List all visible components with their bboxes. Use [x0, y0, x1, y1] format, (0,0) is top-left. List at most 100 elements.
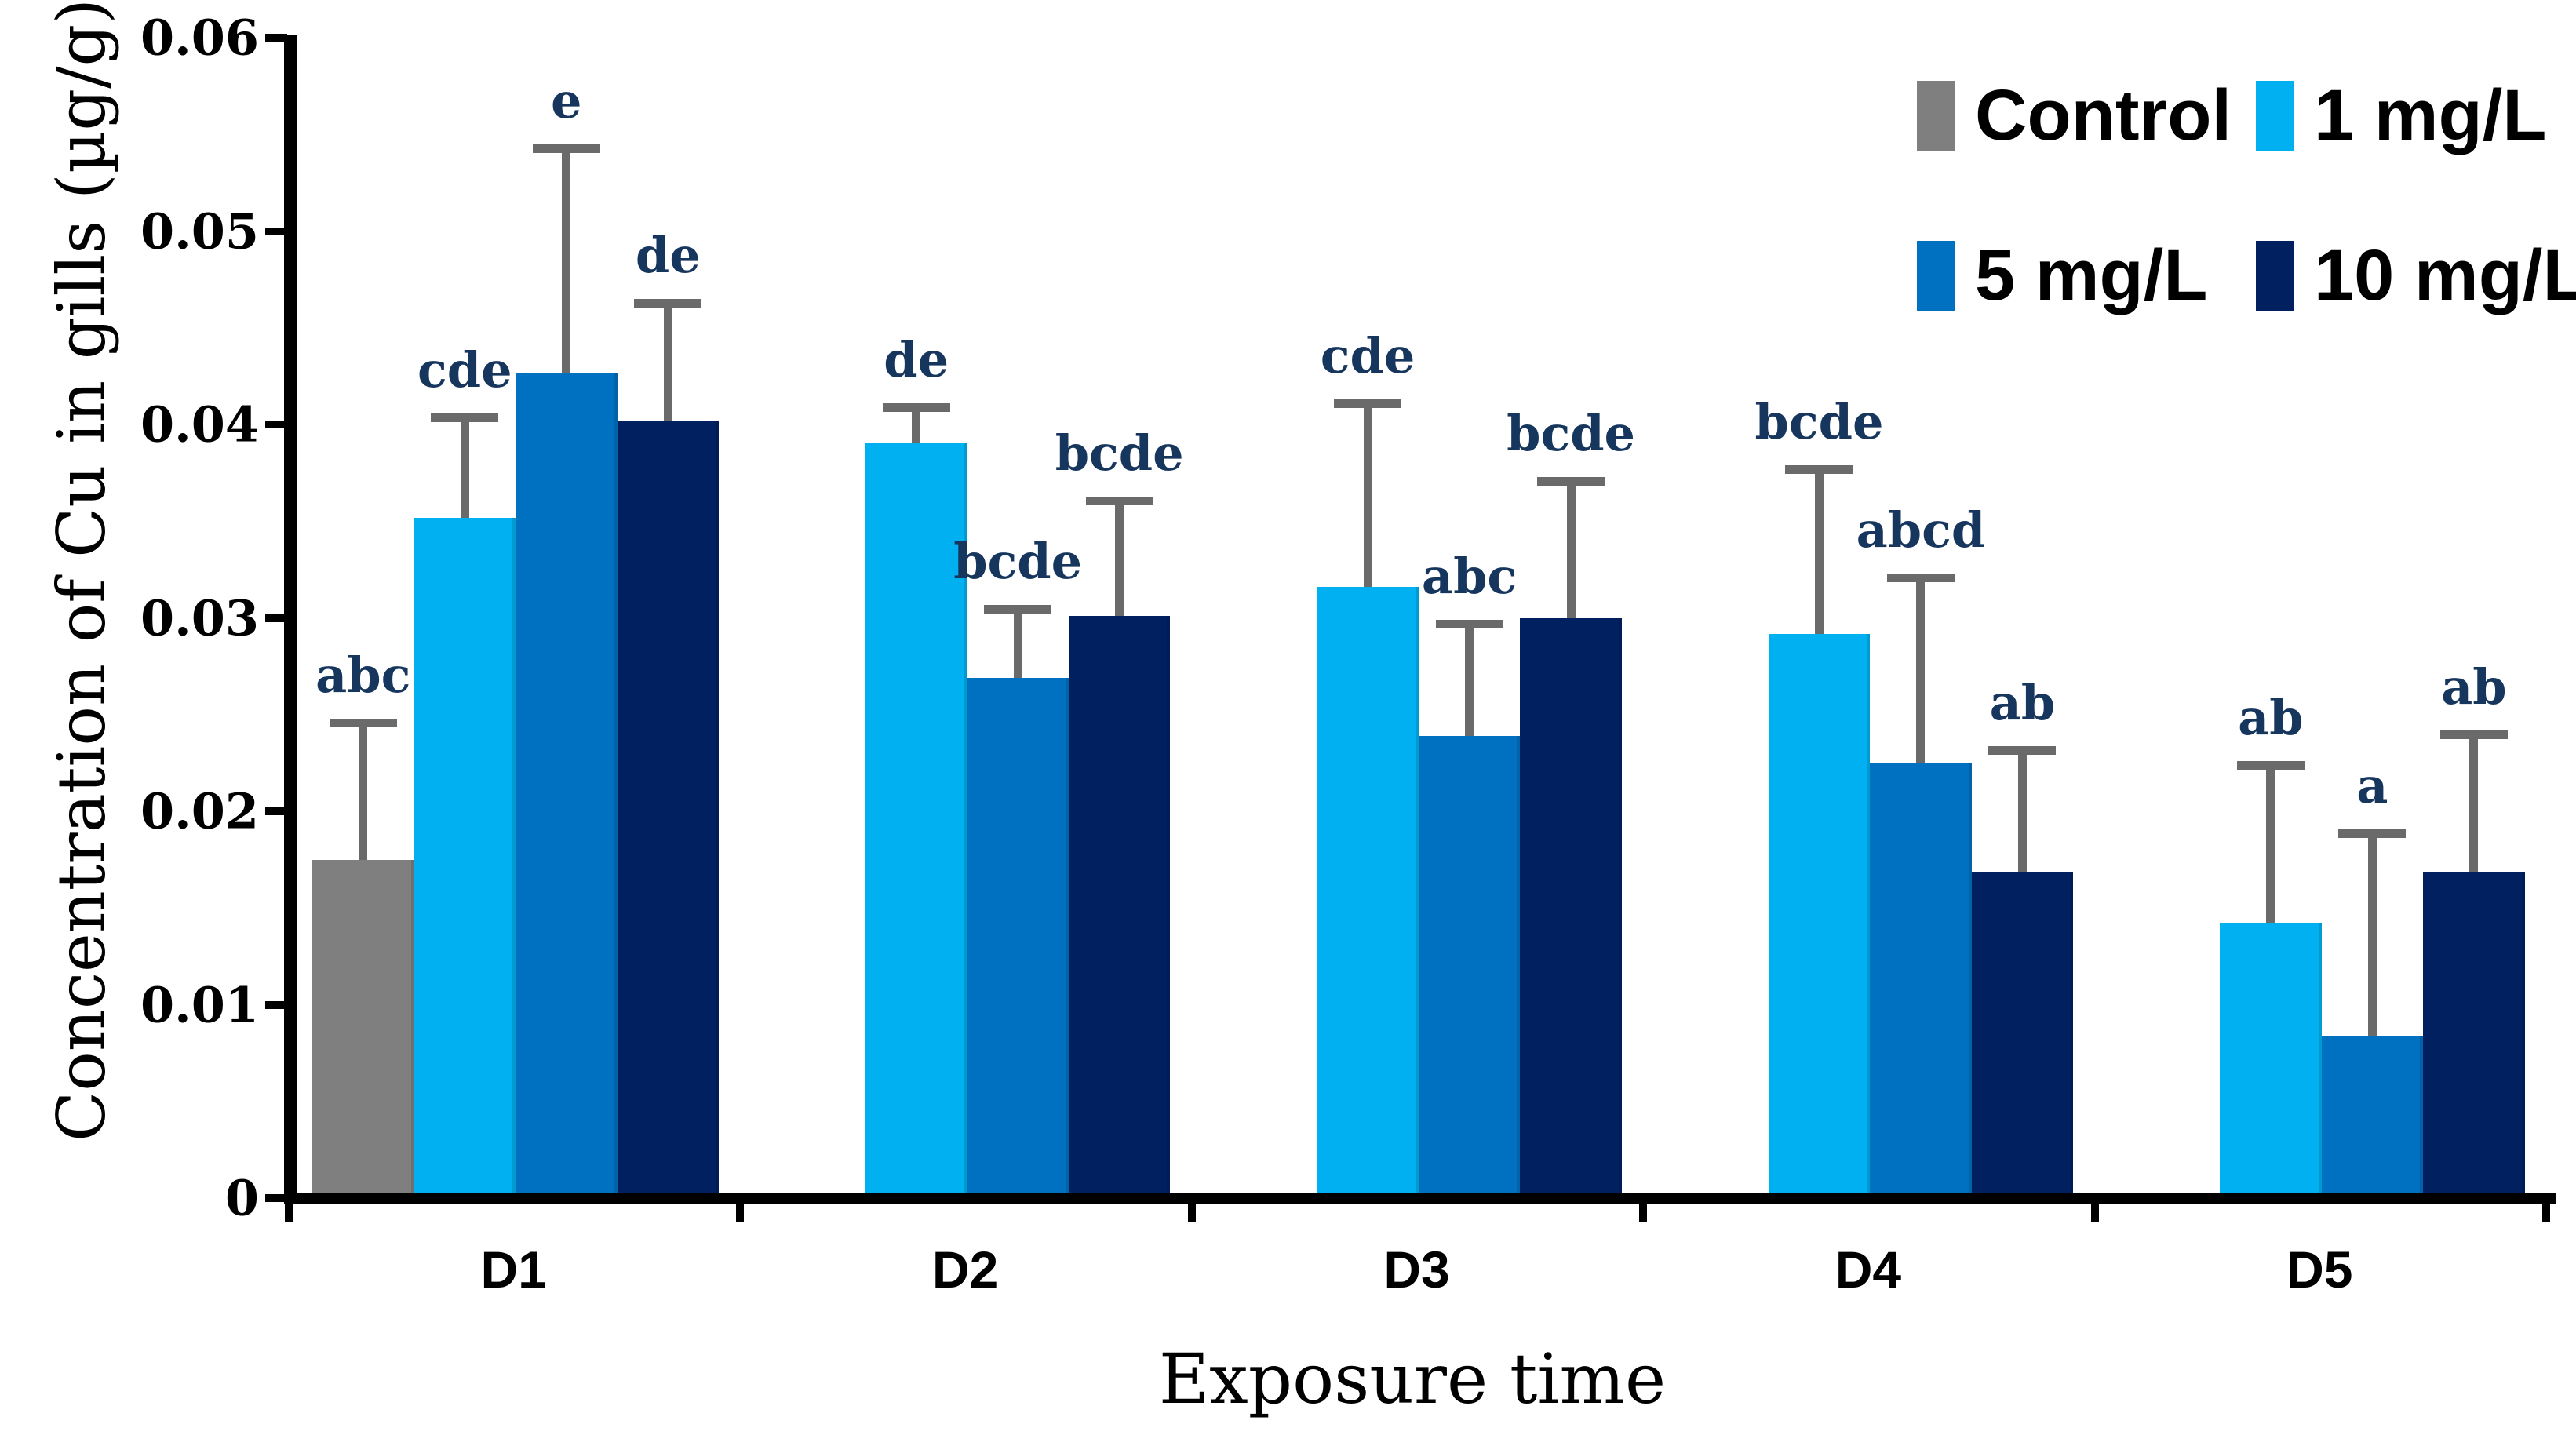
- error-bar-line: [460, 413, 469, 518]
- error-bar-cap: [1785, 465, 1853, 474]
- x-axis-title: Exposure time: [1158, 1339, 1667, 1419]
- bar: [1971, 872, 2074, 1193]
- error-bar-line: [359, 719, 368, 860]
- error-bar-line: [2266, 761, 2275, 923]
- y-tick-label: 0.04: [140, 395, 259, 453]
- x-category-label: D4: [1835, 1240, 1902, 1298]
- x-tick: [736, 1204, 745, 1222]
- y-axis-line: [284, 35, 297, 1204]
- error-bar-cap: [2439, 730, 2508, 739]
- y-tick: [265, 227, 287, 235]
- x-category-label: D3: [1383, 1240, 1450, 1298]
- significance-letter: bcde: [953, 533, 1083, 590]
- x-axis-line: [284, 1193, 2556, 1204]
- legend-label: Control: [1975, 75, 2232, 155]
- error-bar-line: [562, 144, 571, 373]
- bar: [1520, 618, 1622, 1193]
- significance-letter: bcde: [1754, 393, 1884, 450]
- bar: [2423, 872, 2525, 1193]
- significance-letter: abc: [1421, 548, 1518, 605]
- significance-letter: ab: [1989, 674, 2056, 731]
- legend-item-10-mg-l: 10 mg/L: [2256, 235, 2576, 317]
- error-bar-cap: [2236, 761, 2305, 770]
- y-tick: [265, 1000, 287, 1009]
- y-tick-label: 0: [224, 1169, 259, 1227]
- error-bar-cap: [2338, 829, 2407, 838]
- bar: [967, 678, 1069, 1193]
- error-bar-cap: [634, 299, 702, 308]
- significance-letter: ab: [2441, 658, 2507, 716]
- error-bar-cap: [1435, 620, 1503, 628]
- error-bar-line: [1465, 620, 1474, 736]
- legend-label: 1 mg/L: [2314, 75, 2547, 155]
- error-bar-line: [2367, 829, 2377, 1036]
- error-bar-cap: [1537, 477, 1605, 486]
- significance-letter: de: [635, 227, 701, 284]
- bar: [1870, 763, 1972, 1193]
- bar: [1317, 587, 1419, 1193]
- bar: [516, 373, 618, 1193]
- error-bar-line: [1013, 605, 1022, 678]
- error-bar-cap: [984, 605, 1052, 614]
- legend-item-5-mg-l: 5 mg/L: [1917, 235, 2207, 317]
- bar: [2220, 923, 2322, 1193]
- error-bar-line: [1115, 497, 1124, 616]
- bar: [1418, 736, 1521, 1193]
- significance-letter: abc: [315, 647, 411, 704]
- error-bar-line: [912, 403, 921, 443]
- bar: [2321, 1036, 2424, 1193]
- y-tick-label: 0.06: [140, 9, 259, 67]
- bar: [312, 860, 414, 1193]
- significance-letter: de: [884, 331, 949, 388]
- error-bar-cap: [1988, 746, 2057, 755]
- x-tick: [2542, 1204, 2550, 1222]
- y-tick-label: 0.05: [140, 202, 259, 260]
- error-bar-cap: [1085, 497, 1153, 505]
- error-bar-cap: [431, 413, 499, 422]
- significance-letter: a: [2356, 757, 2388, 814]
- error-bar-cap: [329, 719, 397, 727]
- y-tick-label: 0.01: [140, 976, 259, 1033]
- y-tick: [265, 807, 287, 815]
- legend-swatch-10-mg-l: [2256, 241, 2294, 311]
- significance-letter: bcde: [1055, 424, 1184, 482]
- error-bar-cap: [532, 144, 600, 153]
- legend-label: 10 mg/L: [2314, 235, 2576, 315]
- x-tick: [285, 1204, 293, 1222]
- error-bar-cap: [1334, 399, 1402, 408]
- legend-swatch-control: [1917, 81, 1955, 151]
- bar: [617, 421, 719, 1193]
- bar: [1768, 634, 1871, 1193]
- significance-letter: cde: [1320, 327, 1416, 384]
- y-tick: [265, 421, 287, 428]
- legend-swatch-5-mg-l: [1917, 241, 1955, 311]
- significance-letter: e: [551, 72, 582, 129]
- legend-item-control: Control: [1917, 75, 2232, 157]
- y-tick: [265, 614, 287, 622]
- error-bar-line: [2469, 730, 2479, 872]
- significance-letter: ab: [2238, 689, 2304, 746]
- significance-letter: bcde: [1507, 405, 1635, 462]
- error-bar-line: [1916, 574, 1926, 763]
- bar: [865, 443, 967, 1193]
- error-bar-line: [1566, 477, 1576, 618]
- error-bar-line: [663, 299, 672, 421]
- significance-letter: cde: [417, 341, 512, 399]
- legend-item-1-mg-l: 1 mg/L: [2256, 75, 2546, 157]
- error-bar-line: [1363, 399, 1372, 587]
- error-bar-line: [1814, 465, 1824, 634]
- x-tick: [1639, 1204, 1648, 1222]
- bar: [1068, 616, 1171, 1193]
- legend-label: 5 mg/L: [1975, 235, 2208, 315]
- x-category-label: D5: [2286, 1240, 2353, 1298]
- x-category-label: D1: [480, 1240, 547, 1298]
- error-bar-line: [2017, 746, 2027, 872]
- bar: [414, 518, 516, 1193]
- x-tick: [1187, 1204, 1196, 1222]
- significance-letter: abcd: [1856, 501, 1986, 559]
- error-bar-cap: [1886, 574, 1955, 582]
- legend-swatch-1-mg-l: [2256, 81, 2294, 151]
- y-tick-label: 0.02: [140, 782, 259, 840]
- error-bar-cap: [882, 403, 950, 412]
